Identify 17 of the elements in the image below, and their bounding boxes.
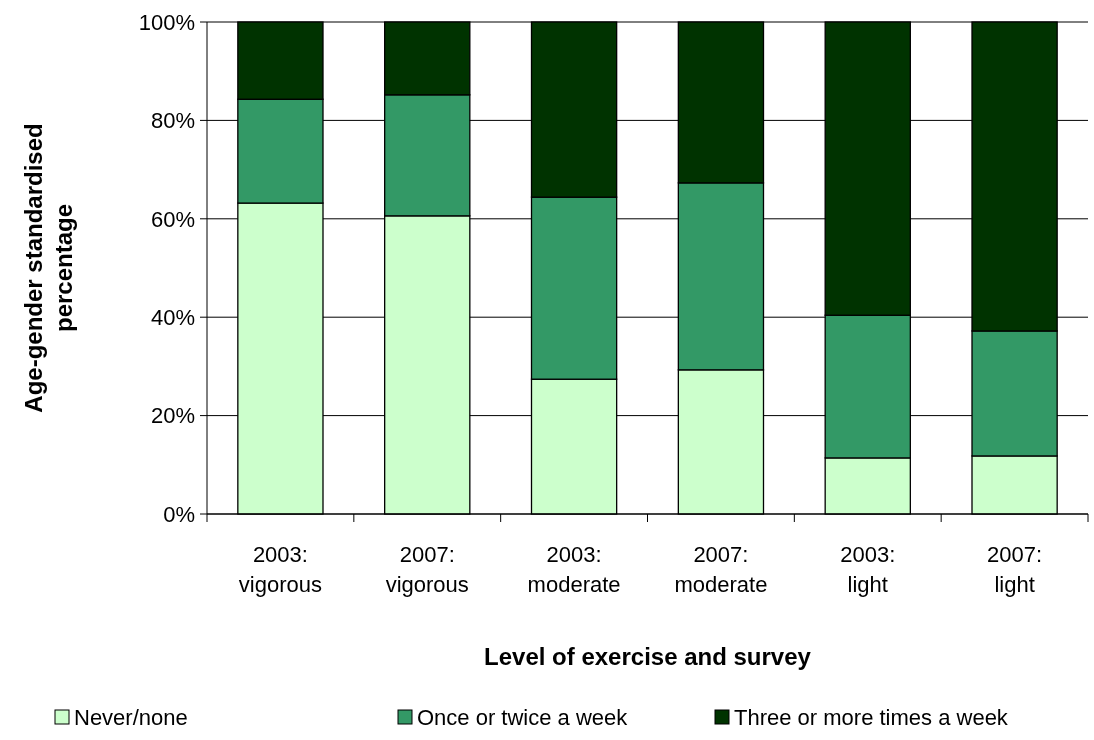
y-tick-label: 60% bbox=[150, 206, 195, 232]
x-tick-label: 2003: light bbox=[840, 542, 896, 597]
y-axis-title: Age-gender standardised percentage bbox=[20, 123, 77, 413]
y-tick-label: 100% bbox=[138, 9, 195, 35]
x-tick-label: 2007: vigorous bbox=[385, 542, 469, 597]
x-tick-label: 2007: light bbox=[987, 542, 1043, 597]
y-tick-label: 80% bbox=[150, 108, 195, 134]
x-tick-label: 2003: moderate bbox=[527, 542, 621, 597]
x-tick-label: 2003: vigorous bbox=[238, 542, 322, 597]
legend-label: Never/none bbox=[74, 704, 188, 730]
y-tick-label: 0% bbox=[163, 501, 195, 527]
legend-label: Three or more times a week bbox=[734, 704, 1009, 730]
x-axis-title: Level of exercise and survey bbox=[484, 643, 812, 670]
y-tick-label: 40% bbox=[150, 304, 195, 330]
y-tick-label: 20% bbox=[150, 403, 195, 429]
x-tick-label: 2007: moderate bbox=[674, 542, 768, 597]
legend-label: Once or twice a week bbox=[417, 704, 629, 730]
